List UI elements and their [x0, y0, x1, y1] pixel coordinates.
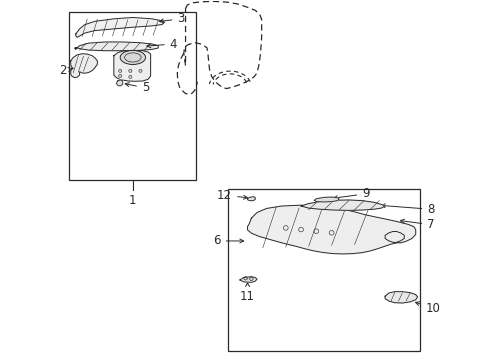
Ellipse shape: [120, 50, 145, 64]
Text: 10: 10: [415, 302, 440, 315]
Ellipse shape: [128, 75, 132, 78]
Text: 5: 5: [125, 81, 149, 94]
Polygon shape: [385, 292, 417, 303]
Ellipse shape: [119, 69, 122, 72]
Ellipse shape: [119, 75, 122, 77]
Text: 1: 1: [129, 194, 136, 207]
Polygon shape: [74, 42, 158, 51]
Text: 4: 4: [146, 37, 177, 50]
Text: 7: 7: [400, 218, 434, 231]
Text: 6: 6: [213, 234, 243, 247]
Polygon shape: [314, 197, 339, 202]
Polygon shape: [114, 50, 150, 81]
Polygon shape: [71, 54, 97, 78]
Polygon shape: [76, 18, 164, 37]
Polygon shape: [240, 277, 257, 282]
Ellipse shape: [128, 69, 132, 72]
Text: 8: 8: [381, 203, 434, 216]
Text: 12: 12: [217, 189, 247, 202]
Polygon shape: [301, 200, 385, 210]
Bar: [69, 12, 196, 180]
Text: 11: 11: [240, 283, 255, 303]
Text: 3: 3: [159, 12, 184, 25]
Bar: [228, 189, 419, 351]
Polygon shape: [247, 197, 255, 201]
Polygon shape: [116, 80, 122, 86]
Text: 2: 2: [59, 64, 72, 77]
Ellipse shape: [139, 69, 142, 72]
Polygon shape: [247, 205, 415, 254]
Text: 9: 9: [333, 187, 369, 200]
